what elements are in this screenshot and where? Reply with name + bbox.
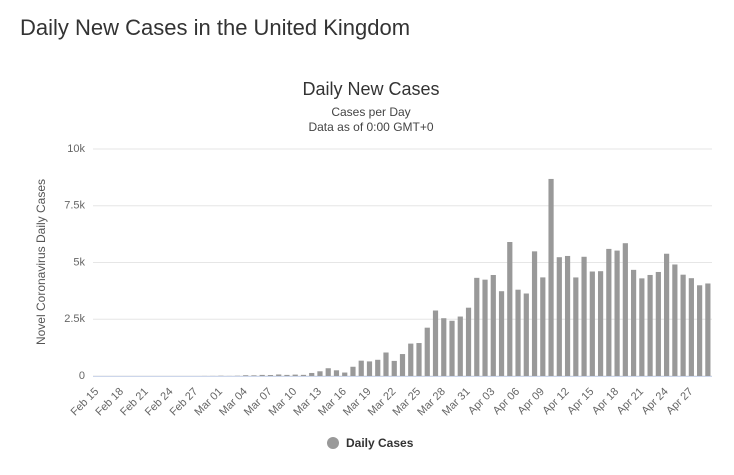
bar bbox=[457, 316, 463, 376]
bar bbox=[375, 359, 381, 376]
bar bbox=[441, 318, 447, 376]
bar bbox=[647, 274, 653, 376]
x-tick-label: Apr 18 bbox=[590, 386, 621, 417]
legend-marker bbox=[327, 437, 339, 449]
bar bbox=[366, 361, 373, 376]
bar bbox=[284, 374, 290, 376]
bar bbox=[399, 354, 406, 376]
x-tick-label: Mar 31 bbox=[440, 386, 473, 419]
y-tick-label: 5k bbox=[73, 256, 85, 268]
bar bbox=[655, 271, 661, 376]
x-tick-label: Apr 27 bbox=[664, 386, 695, 417]
bar bbox=[622, 243, 628, 376]
bar bbox=[267, 375, 274, 376]
bar bbox=[581, 256, 587, 376]
bar bbox=[259, 374, 265, 376]
bar bbox=[705, 283, 711, 376]
page-title: Daily New Cases in the United Kingdom bbox=[20, 15, 410, 40]
bar bbox=[465, 307, 472, 376]
bar bbox=[490, 274, 496, 376]
chart-subtitle: Data as of 0:00 GMT+0 bbox=[308, 120, 433, 134]
bar bbox=[564, 255, 571, 376]
bar bbox=[251, 375, 257, 376]
bar bbox=[639, 278, 645, 376]
x-tick-label: Apr 12 bbox=[540, 386, 571, 417]
bar bbox=[548, 178, 554, 376]
bar bbox=[350, 366, 356, 376]
bar bbox=[325, 368, 331, 376]
bar bbox=[556, 257, 562, 376]
bar bbox=[333, 370, 340, 376]
bar bbox=[424, 327, 430, 376]
y-tick-label: 10k bbox=[67, 143, 85, 155]
bar bbox=[697, 285, 703, 376]
bar bbox=[498, 291, 505, 376]
bar bbox=[672, 264, 678, 376]
bar bbox=[408, 343, 414, 376]
bar bbox=[614, 250, 620, 376]
bar bbox=[515, 289, 521, 376]
bar bbox=[416, 343, 422, 376]
y-tick-label: 2.5k bbox=[64, 313, 85, 325]
bar bbox=[688, 278, 694, 376]
bar bbox=[243, 375, 249, 376]
bar bbox=[589, 271, 595, 376]
chart-subtitle: Cases per Day bbox=[331, 105, 410, 119]
bar bbox=[531, 251, 538, 376]
bar bbox=[664, 253, 670, 376]
bar bbox=[309, 372, 315, 376]
x-tick-label: Apr 06 bbox=[491, 386, 522, 417]
x-tick-label: Apr 21 bbox=[615, 386, 646, 417]
bar bbox=[292, 374, 298, 376]
bar bbox=[449, 320, 455, 376]
bar bbox=[523, 293, 529, 376]
bar bbox=[300, 374, 307, 376]
bar bbox=[630, 269, 637, 376]
x-tick-label: Apr 09 bbox=[516, 386, 547, 417]
bar bbox=[482, 279, 488, 376]
bar bbox=[342, 372, 348, 376]
y-tick-label: 0 bbox=[79, 370, 85, 382]
x-tick-label: Apr 15 bbox=[565, 386, 596, 417]
bar bbox=[507, 242, 513, 376]
bar bbox=[432, 310, 439, 376]
bar bbox=[358, 360, 364, 376]
y-axis-title: Novel Coronavirus Daily Cases bbox=[34, 179, 48, 345]
bar bbox=[317, 371, 323, 376]
bar bbox=[606, 248, 612, 376]
x-tick-label: Apr 24 bbox=[639, 386, 670, 417]
bar bbox=[383, 352, 389, 376]
bar bbox=[573, 277, 579, 376]
bar bbox=[597, 271, 604, 376]
bar bbox=[391, 360, 397, 376]
bar bbox=[680, 274, 686, 376]
bar bbox=[276, 374, 282, 376]
bar bbox=[474, 277, 480, 376]
chart-title: Daily New Cases bbox=[302, 79, 439, 99]
y-tick-label: 7.5k bbox=[64, 200, 85, 212]
legend-label: Daily Cases bbox=[346, 436, 414, 450]
x-tick-label: Apr 03 bbox=[466, 386, 497, 417]
bar bbox=[540, 277, 546, 376]
